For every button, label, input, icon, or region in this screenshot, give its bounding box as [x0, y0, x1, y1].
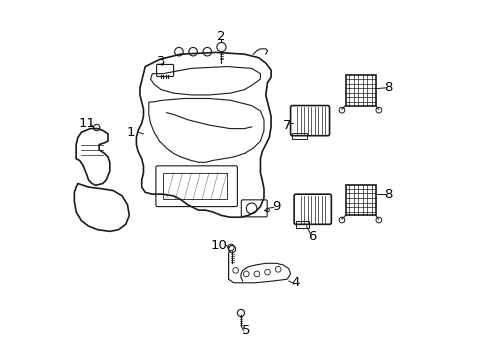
Bar: [163, 173, 226, 199]
Text: 5: 5: [242, 324, 250, 337]
Text: 8: 8: [383, 188, 391, 201]
Bar: [295, 221, 309, 228]
Text: 6: 6: [307, 230, 315, 243]
Text: 9: 9: [272, 200, 280, 213]
Text: 3: 3: [157, 55, 165, 68]
Text: 7: 7: [282, 118, 291, 131]
Text: 4: 4: [291, 276, 300, 289]
Bar: [345, 76, 375, 105]
Text: 2: 2: [217, 30, 225, 43]
Bar: [292, 133, 306, 139]
Text: 1: 1: [126, 126, 135, 139]
Text: 8: 8: [383, 81, 391, 94]
Text: 11: 11: [78, 117, 95, 130]
Bar: [345, 185, 375, 215]
Text: 10: 10: [210, 239, 227, 252]
